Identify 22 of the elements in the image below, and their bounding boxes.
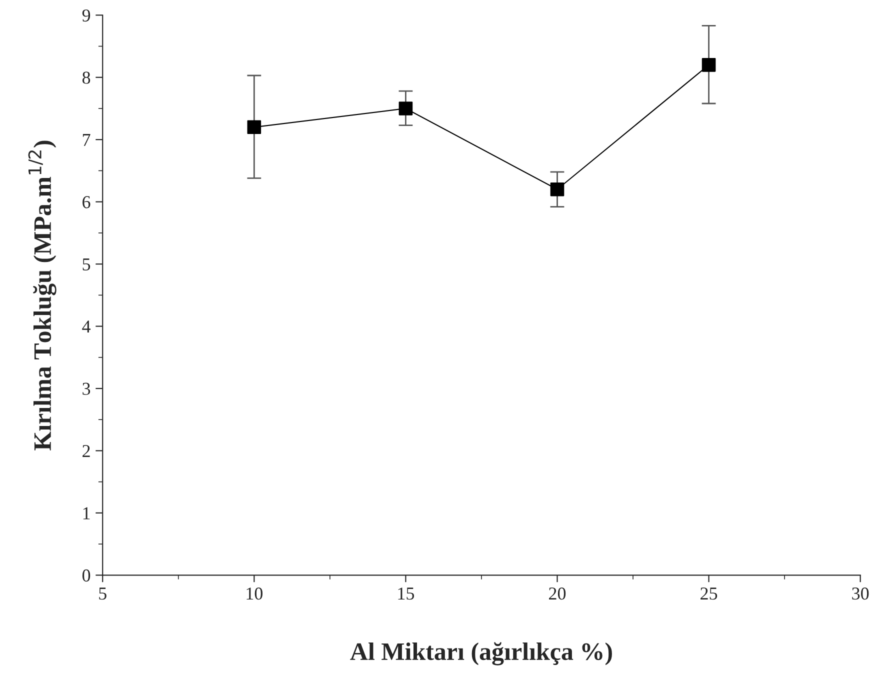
x-tick-label: 30 [852,587,869,600]
x-tick-label: 15 [398,588,414,600]
y-tick-label: 1 [83,507,90,520]
y-tick-label: 9 [82,9,90,22]
y-tick-label: 6 [82,196,90,208]
y-tick-label: 8 [82,72,90,84]
point [247,120,262,134]
x-tick-label: 5 [99,588,106,600]
x-axis-title: Al Miktarı (ağırlıkça %) [350,642,612,666]
y-tick-label: 5 [82,258,90,270]
y-tick-label: 7 [82,134,90,146]
y-tick-label: 0 [82,569,90,582]
y-tick-label: 3 [82,382,90,395]
y-tick-label: 4 [82,320,91,333]
x-tick-label: 10 [246,587,262,600]
y-tick-label: 2 [82,445,90,457]
point [702,58,716,72]
x-tick-label: 25 [700,588,718,600]
x-tick-label: 20 [549,587,566,600]
point [550,182,564,196]
y-axis-title: Kırılma Tokluğu (MPa.m$^{1/2}$) [28,140,56,450]
point [398,102,413,116]
